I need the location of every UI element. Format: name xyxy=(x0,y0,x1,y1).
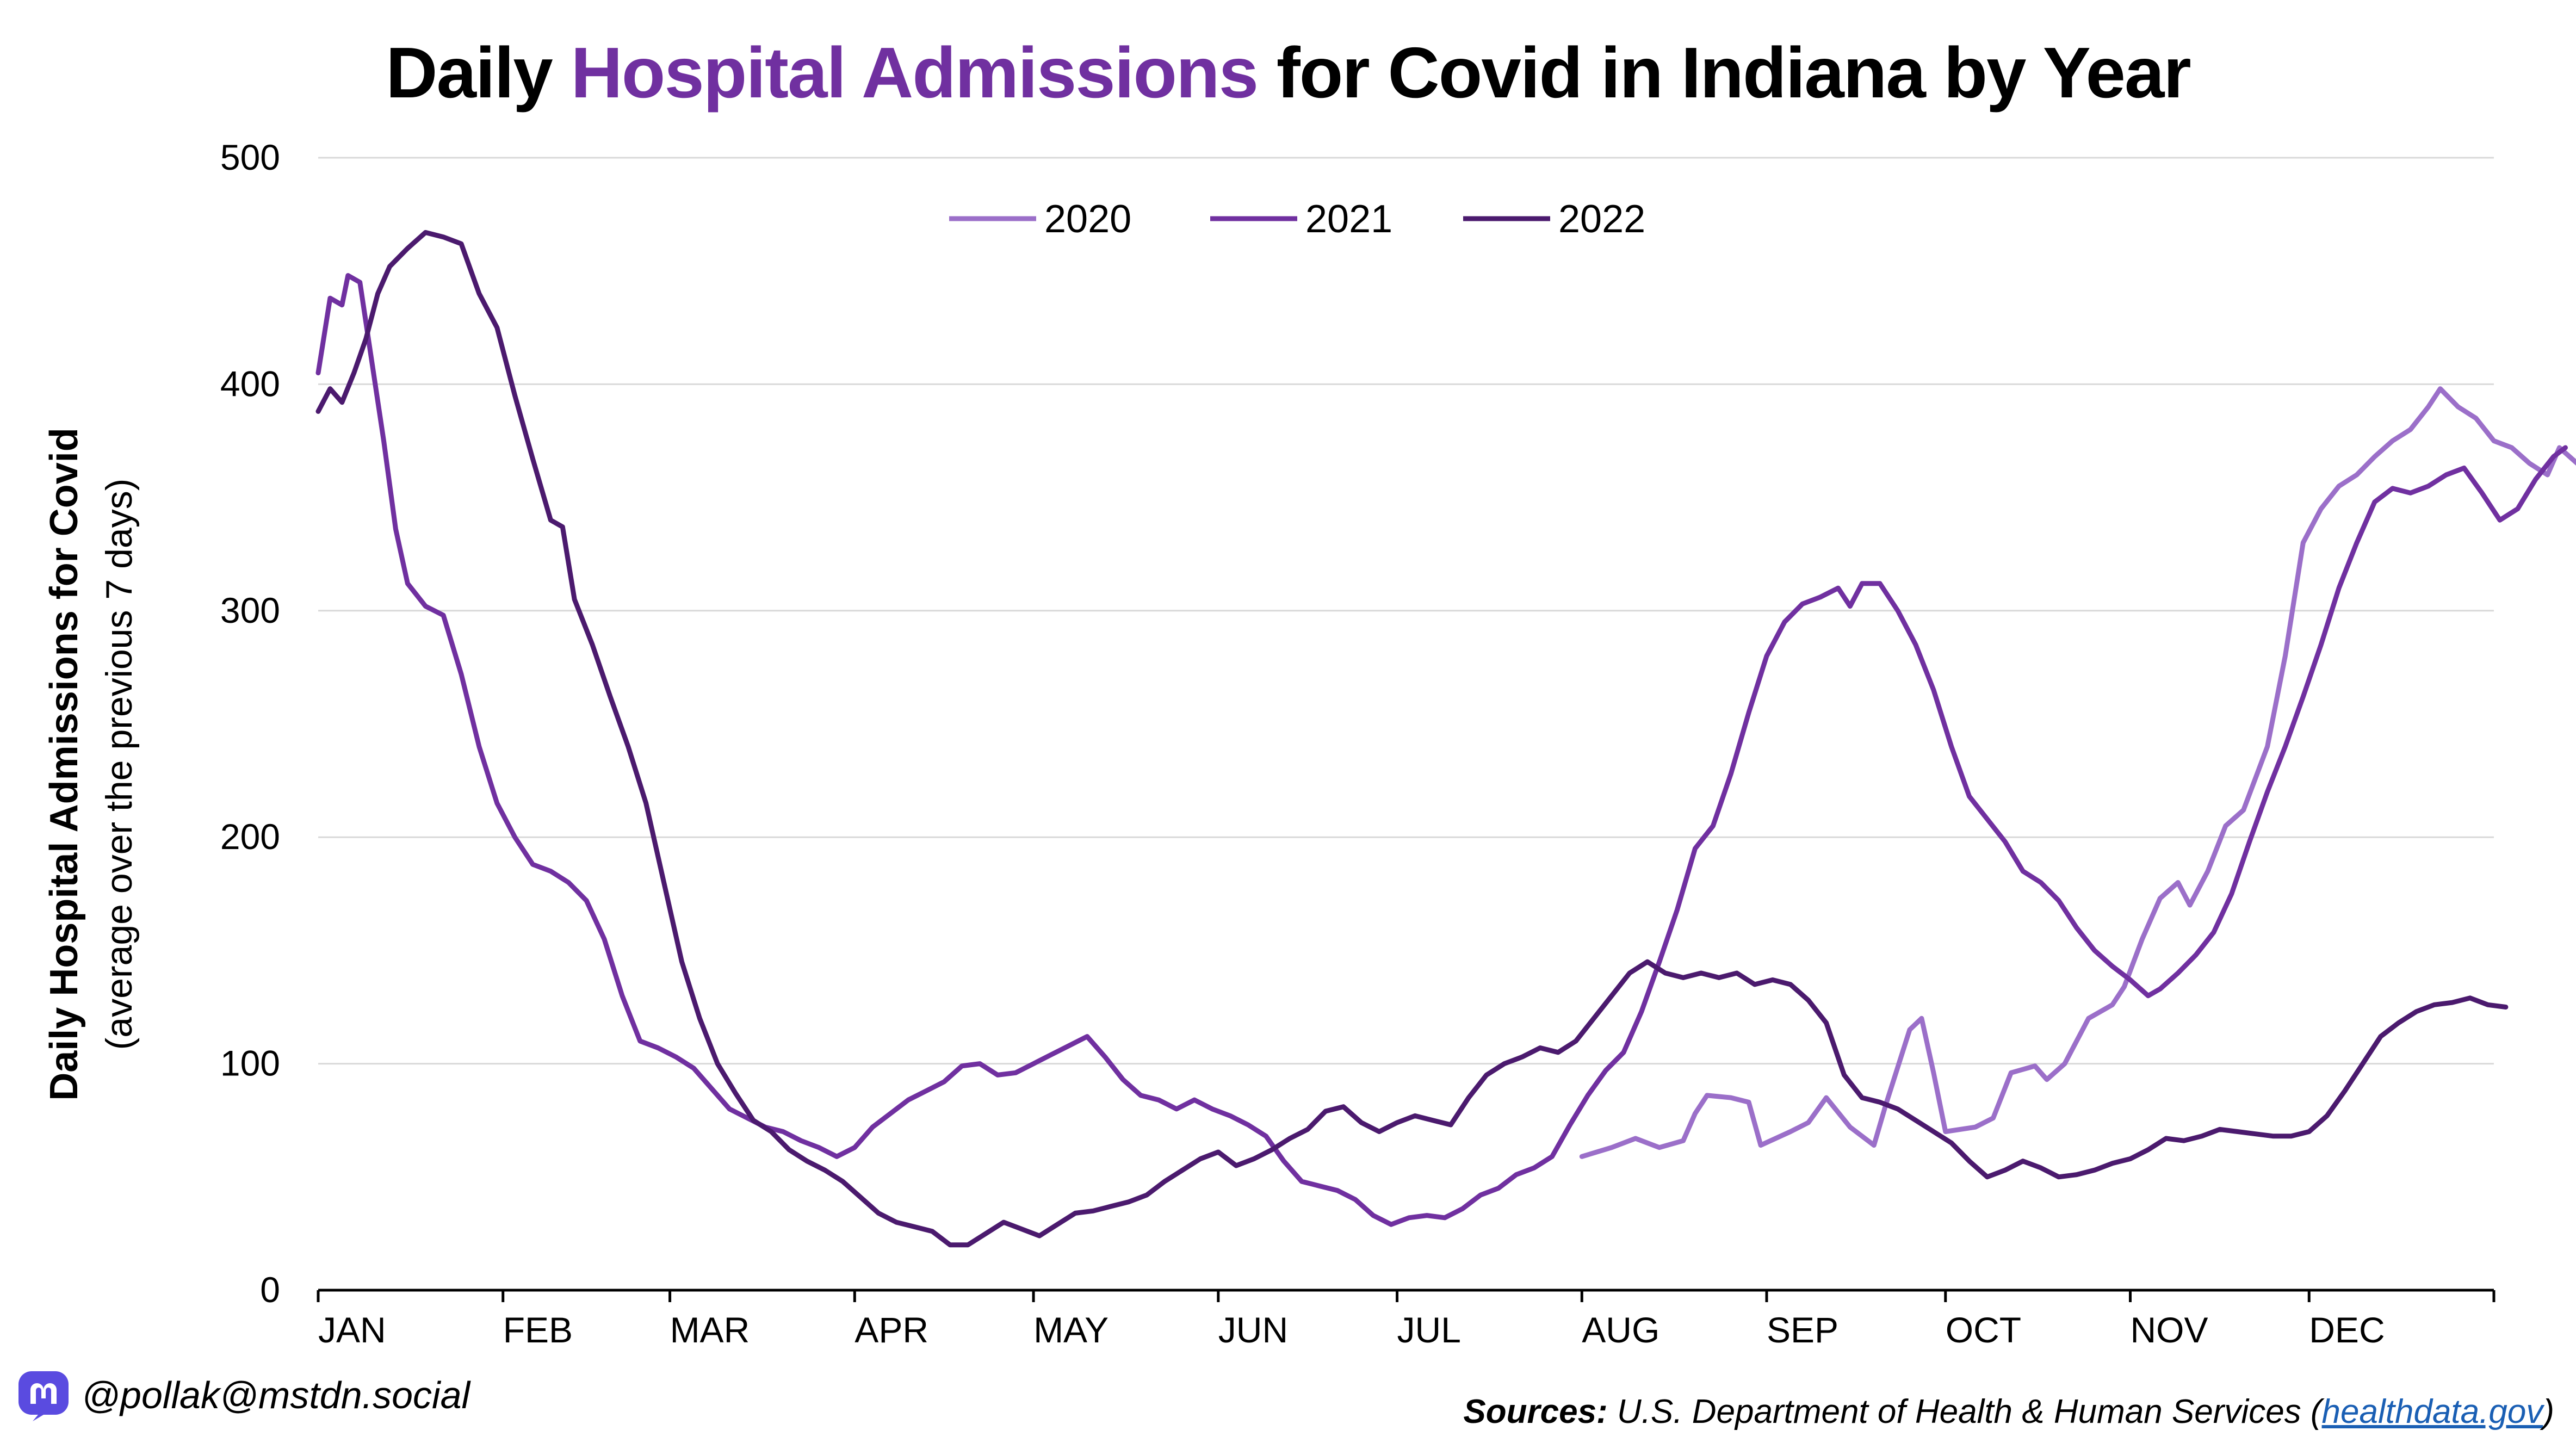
y-axis-label: Daily Hospital Admissions for Covid xyxy=(42,428,86,1101)
series-line-2022 xyxy=(315,230,2509,1248)
y-tick-label: 500 xyxy=(220,137,280,177)
x-tick-label: OCT xyxy=(1946,1310,2021,1350)
chart-title: Daily Hospital Admissions for Covid in I… xyxy=(0,32,2576,114)
y-tick-label: 300 xyxy=(220,590,280,630)
x-tick-label: JAN xyxy=(318,1310,386,1350)
y-tick-label: 100 xyxy=(220,1043,280,1083)
legend-label: 2020 xyxy=(1044,197,1131,241)
sources-note: Sources: U.S. Department of Health & Hum… xyxy=(1463,1392,2554,1431)
legend: 2020 2021 2022 xyxy=(949,197,1645,241)
y-axis-ticks: 0 100 200 300 400 500 xyxy=(220,137,280,1310)
x-tick-label: MAY xyxy=(1033,1310,1109,1350)
x-tick-label: NOV xyxy=(2131,1310,2208,1350)
x-tick-label: MAR xyxy=(670,1310,750,1350)
series-line-2021 xyxy=(315,273,2568,1227)
mastodon-icon xyxy=(18,1371,69,1421)
x-tick-label: JUN xyxy=(1218,1310,1288,1350)
sources-text: U.S. Department of Health & Human Servic… xyxy=(1607,1393,2322,1431)
y-tick-label: 0 xyxy=(260,1270,280,1310)
x-tick-label: JUL xyxy=(1397,1310,1461,1350)
series-lines xyxy=(315,230,2576,1248)
y-tick-label: 200 xyxy=(220,816,280,857)
x-tick-label: FEB xyxy=(503,1310,573,1350)
x-tick-label: APR xyxy=(854,1310,928,1350)
sources-link[interactable]: healthdata.gov xyxy=(2321,1393,2543,1431)
legend-label: 2022 xyxy=(1558,197,1645,241)
x-tick-label: AUG xyxy=(1582,1310,1659,1350)
sources-label: Sources: xyxy=(1463,1393,1608,1431)
x-axis-ticks: JAN FEB MAR APR MAY JUN JUL AUG SEP OCT NOV DEC xyxy=(317,1290,2496,1350)
legend-label: 2021 xyxy=(1305,197,1392,241)
x-tick-label: SEP xyxy=(1767,1310,1838,1350)
author-handle: @pollak@mstdn.social xyxy=(16,1365,470,1425)
x-tick-label: DEC xyxy=(2309,1310,2385,1350)
y-tick-label: 400 xyxy=(220,363,280,404)
y-axis-sublabel: (average over the previous 7 days) xyxy=(98,479,140,1050)
gridlines xyxy=(318,157,2494,1065)
title-prefix: Daily xyxy=(386,33,571,113)
title-highlight: Hospital Admissions xyxy=(571,33,1259,113)
series-line-2020 xyxy=(1579,386,2576,1159)
handle-text: @pollak@mstdn.social xyxy=(82,1374,470,1416)
title-suffix: for Covid in Indiana by Year xyxy=(1258,33,2191,113)
sources-close: ) xyxy=(2543,1393,2554,1431)
